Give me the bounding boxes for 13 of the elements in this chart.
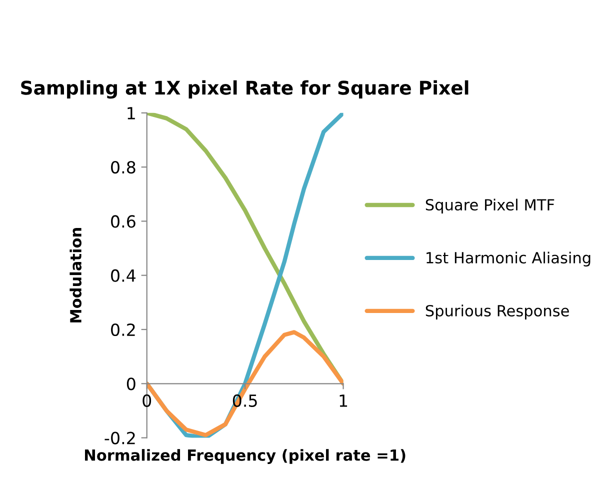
y-tick-label: 0.2 (111, 323, 135, 336)
y-tick-label: 1 (128, 107, 135, 120)
y-tick-label: 0.8 (111, 161, 136, 174)
chart-title: Sampling at 1X pixel Rate for Square Pixel (21, 80, 468, 99)
legend-label: 1st Harmonic Aliasing (426, 252, 590, 266)
legend-label: Spurious Response (426, 304, 569, 320)
y-axis-title: Modulation (70, 228, 82, 322)
y-tick-label: -0.2 (104, 432, 135, 444)
legend-label: Square Pixel MTF (426, 198, 554, 214)
y-tick-label: 0.4 (111, 269, 136, 282)
y-tick-label: 0.6 (111, 215, 136, 228)
x-axis-title: Normalized Frequency (pixel rate =1) (85, 449, 406, 464)
y-tick-label: 0 (126, 378, 136, 390)
